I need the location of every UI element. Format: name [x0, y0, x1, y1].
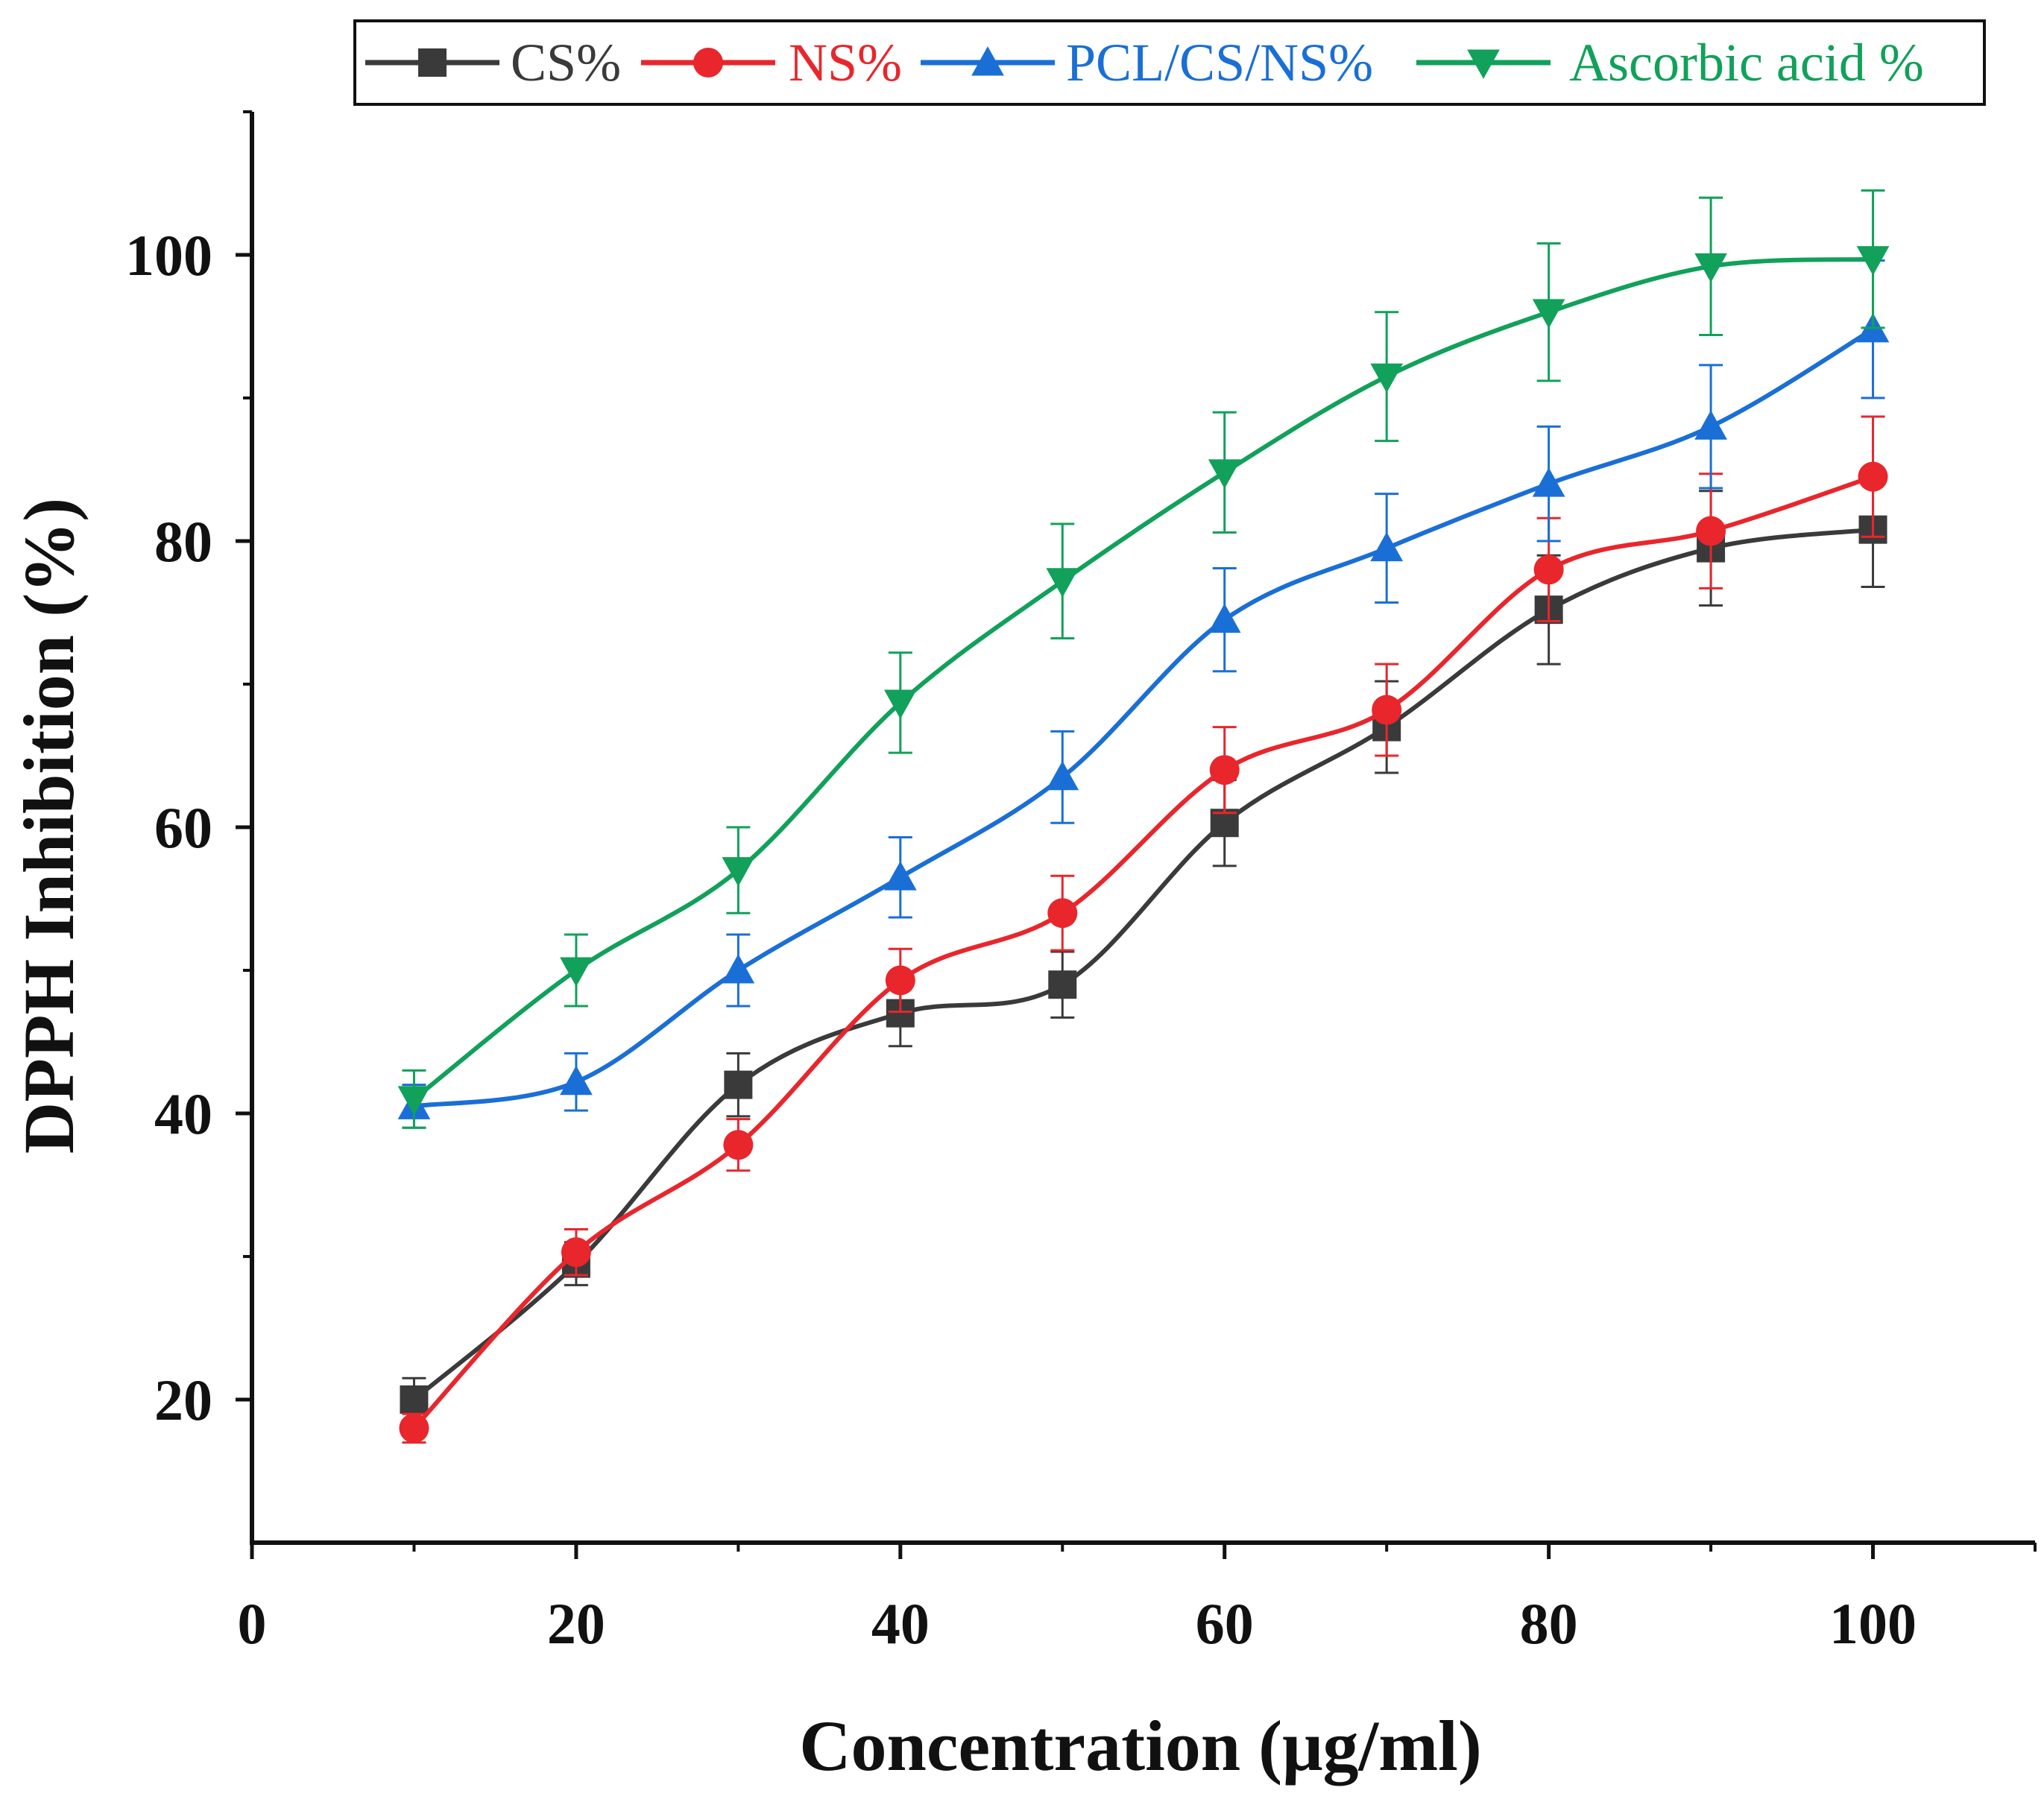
data-point-ns	[1533, 554, 1564, 585]
legend-label-cs: CS%	[511, 33, 621, 92]
legend-marker-symbol	[1467, 49, 1500, 79]
axes: 0 20 40 60 80 100 20 40 60 80 100 Concen…	[9, 110, 2037, 1786]
y-axis-title: DPPH Inhibition (%)	[9, 498, 89, 1154]
legend-entry-cs: CS%	[365, 33, 621, 92]
series-ascorbic-acid	[397, 189, 1890, 1129]
data-point-ascorbic-acid	[1856, 246, 1890, 276]
data-point-ns	[1696, 516, 1726, 546]
data-point-ascorbic-acid	[397, 1086, 431, 1116]
y-tick-label: 80	[154, 509, 212, 574]
data-point-ns	[885, 965, 915, 996]
data-point-pcl-cs-ns	[883, 861, 917, 891]
y-ticks	[236, 110, 252, 1402]
data-point-ascorbic-acid	[722, 857, 755, 887]
series-line-cs	[412, 527, 1873, 1402]
data-point-pcl-cs-ns	[1532, 467, 1565, 497]
data-point-pcl-cs-ns	[560, 1065, 593, 1096]
x-tick-label: 40	[871, 1591, 930, 1656]
data-point-ascorbic-acid	[1370, 363, 1404, 393]
x-tick-label: 60	[1196, 1591, 1254, 1656]
legend-marker-ascorbic-acid	[1467, 49, 1500, 79]
legend-label-pcl-cs-ns: PCL/CS/NS%	[1066, 33, 1373, 92]
legend-marker-ns	[693, 48, 723, 78]
x-tick-label: 100	[1829, 1591, 1917, 1656]
x-tick-label: 80	[1520, 1591, 1578, 1656]
y-tick-label: 100	[125, 223, 212, 288]
data-point-ns	[1372, 695, 1402, 725]
legend-marker-cs	[418, 48, 447, 77]
data-point-pcl-cs-ns	[1046, 760, 1079, 791]
legend-box	[353, 19, 1986, 106]
series-ns	[399, 415, 1888, 1444]
y-tick-label: 60	[154, 795, 212, 860]
legend: CS% NS% PCL/CS/NS% Ascorbic acid %	[353, 19, 1986, 106]
x-tick-label: 0	[238, 1591, 267, 1656]
y-tick-label: 20	[154, 1368, 212, 1432]
x-ticks	[250, 1543, 2037, 1559]
data-point-ascorbic-acid	[1694, 253, 1727, 283]
data-point-cs	[1048, 970, 1077, 999]
data-point-ns	[1047, 898, 1078, 929]
legend-marker-symbol	[418, 48, 447, 77]
data-point-ns	[1858, 461, 1888, 492]
series-pcl-cs-ns	[397, 259, 1890, 1129]
legend-marker-pcl-cs-ns	[971, 46, 1004, 76]
data-point-pcl-cs-ns	[722, 954, 755, 984]
legend-marker-symbol	[693, 48, 723, 78]
series-line-ns	[412, 474, 1874, 1430]
data-point-pcl-cs-ns	[1370, 531, 1404, 562]
x-tick-label: 20	[547, 1591, 605, 1656]
data-point-ns	[723, 1130, 754, 1160]
data-point-ascorbic-acid	[1532, 299, 1565, 329]
legend-label-ascorbic-acid: Ascorbic acid %	[1569, 33, 1924, 92]
legend-label-ns: NS%	[789, 33, 902, 92]
plot-area	[397, 189, 1890, 1444]
x-tick-labels: 0 20 40 60 80 100	[238, 1591, 1917, 1656]
data-point-ascorbic-acid	[1046, 568, 1079, 598]
legend-entry-ascorbic-acid: Ascorbic acid %	[1416, 33, 1924, 92]
data-point-ascorbic-acid	[1208, 459, 1241, 489]
y-tick-labels: 20 40 60 80 100	[125, 223, 212, 1432]
data-point-ns	[1209, 755, 1240, 785]
data-point-cs	[724, 1070, 753, 1099]
legend-entry-ns: NS%	[641, 33, 902, 92]
data-point-ns	[561, 1237, 591, 1268]
data-point-pcl-cs-ns	[1208, 603, 1241, 633]
series-line-pcl-cs-ns	[414, 327, 1875, 1109]
legend-entry-pcl-cs-ns: PCL/CS/NS%	[921, 33, 1373, 92]
data-point-cs	[400, 1385, 429, 1414]
x-axis-title: Concentration (μg/ml)	[799, 1706, 1482, 1786]
series-line-ascorbic-acid	[412, 256, 1873, 1101]
data-point-pcl-cs-ns	[1694, 410, 1727, 440]
data-point-ascorbic-acid	[560, 957, 593, 987]
legend-marker-symbol	[971, 46, 1004, 76]
y-tick-label: 40	[154, 1081, 212, 1146]
data-point-ascorbic-acid	[883, 689, 917, 719]
data-point-ns	[399, 1413, 429, 1444]
